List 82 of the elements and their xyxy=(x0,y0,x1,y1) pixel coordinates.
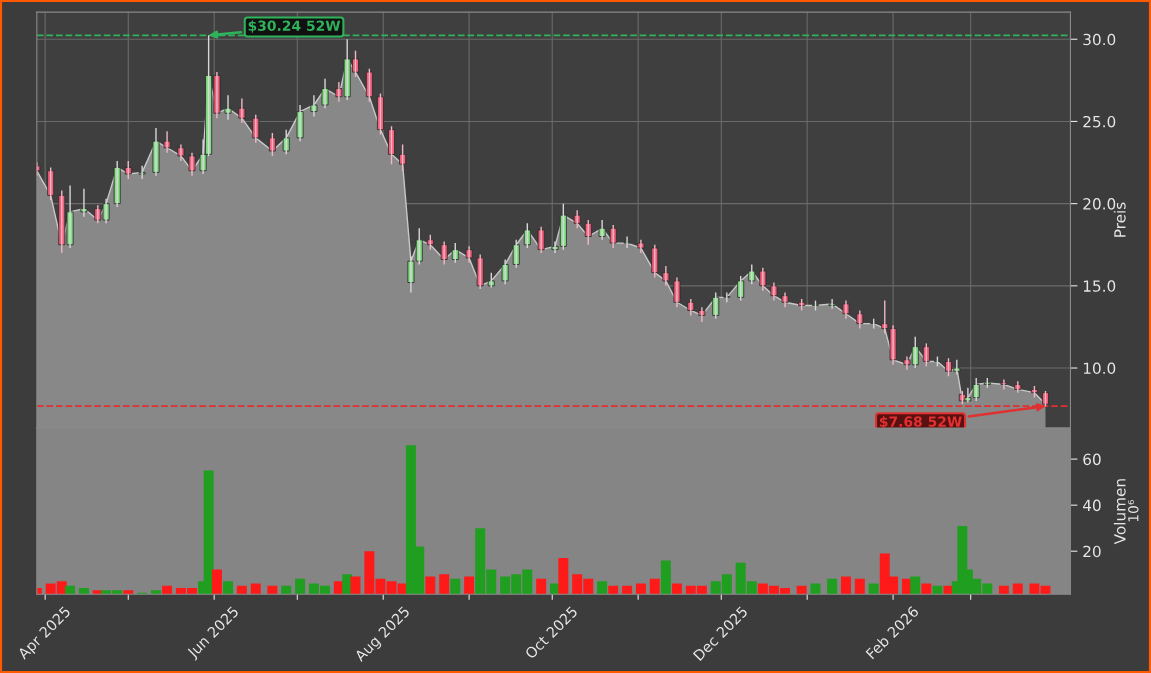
candlestick xyxy=(501,258,509,285)
y-tick-label: 15.0 xyxy=(1083,280,1116,292)
candlestick xyxy=(282,128,290,156)
text: 10⁶ xyxy=(1128,499,1139,522)
bar xyxy=(840,576,851,595)
bar xyxy=(649,578,660,595)
candlestick xyxy=(238,97,246,124)
y-tick-label: 20 xyxy=(1083,545,1101,558)
bar xyxy=(211,569,222,595)
y-tick-label: 20.0 xyxy=(1083,198,1116,210)
candlestick xyxy=(252,114,260,144)
candlestick xyxy=(321,77,329,109)
bar xyxy=(65,585,76,595)
bar xyxy=(78,588,89,595)
bar xyxy=(464,576,475,595)
bar xyxy=(1029,583,1040,595)
annotation: $30.24 52W xyxy=(248,20,341,33)
bar xyxy=(622,585,633,595)
candlestick xyxy=(698,306,706,323)
bar xyxy=(123,590,134,595)
y-tick-label: 40 xyxy=(1082,499,1101,512)
candlestick xyxy=(310,94,318,118)
bar xyxy=(854,578,865,595)
candlestick xyxy=(124,160,132,180)
bar xyxy=(998,585,1009,595)
bar xyxy=(671,583,682,595)
bar xyxy=(223,581,234,595)
bar xyxy=(1012,583,1023,595)
y-tick-label: 60 xyxy=(1083,453,1101,466)
candlestick xyxy=(80,188,88,218)
bar xyxy=(450,578,461,595)
candlestick xyxy=(1000,378,1008,391)
bar xyxy=(910,576,921,595)
y-tick-label: 30.0 xyxy=(1083,33,1116,46)
y-tick-label: 10.0 xyxy=(1083,362,1116,375)
bar xyxy=(425,576,436,595)
bar xyxy=(608,585,619,595)
candlestick xyxy=(138,165,146,180)
annotation: $7.68 52W xyxy=(879,416,962,429)
candlestick xyxy=(737,275,745,302)
y-axis-title: Preis xyxy=(1113,202,1126,237)
bar xyxy=(635,583,646,595)
candlestick xyxy=(399,143,407,172)
candlestick xyxy=(296,104,304,142)
bar xyxy=(827,578,838,595)
bar xyxy=(597,581,608,595)
candlestick xyxy=(451,242,459,264)
bar xyxy=(151,590,161,595)
bar xyxy=(796,585,807,595)
candlestick xyxy=(723,291,731,303)
bar xyxy=(162,585,173,595)
bar xyxy=(558,558,569,595)
candlestick xyxy=(842,299,850,320)
bar xyxy=(921,583,932,595)
bar xyxy=(281,585,292,595)
candlestick xyxy=(673,276,681,308)
bar xyxy=(932,585,943,595)
bar xyxy=(267,585,278,595)
candlestick xyxy=(177,143,185,162)
y-tick-label: 25.0 xyxy=(1083,115,1116,128)
bar xyxy=(439,574,450,595)
bar xyxy=(236,585,247,595)
candlestick xyxy=(465,245,473,264)
candlestick xyxy=(781,291,789,308)
bar xyxy=(250,583,261,595)
candlestick xyxy=(268,132,276,157)
bar xyxy=(868,583,879,595)
candlestick xyxy=(856,309,864,330)
candlestick xyxy=(637,239,645,254)
candlestick xyxy=(770,281,778,302)
candlestick xyxy=(662,265,670,287)
candlestick xyxy=(623,235,631,249)
bar xyxy=(295,578,306,595)
bar xyxy=(342,574,353,595)
bar xyxy=(536,578,547,595)
candlestick xyxy=(224,94,232,121)
bar xyxy=(810,583,821,595)
candlestick xyxy=(573,209,581,229)
candlestick xyxy=(828,298,836,310)
candlestick xyxy=(748,263,756,285)
bar xyxy=(660,560,671,595)
y-axis-title: Volumen xyxy=(1113,479,1126,545)
